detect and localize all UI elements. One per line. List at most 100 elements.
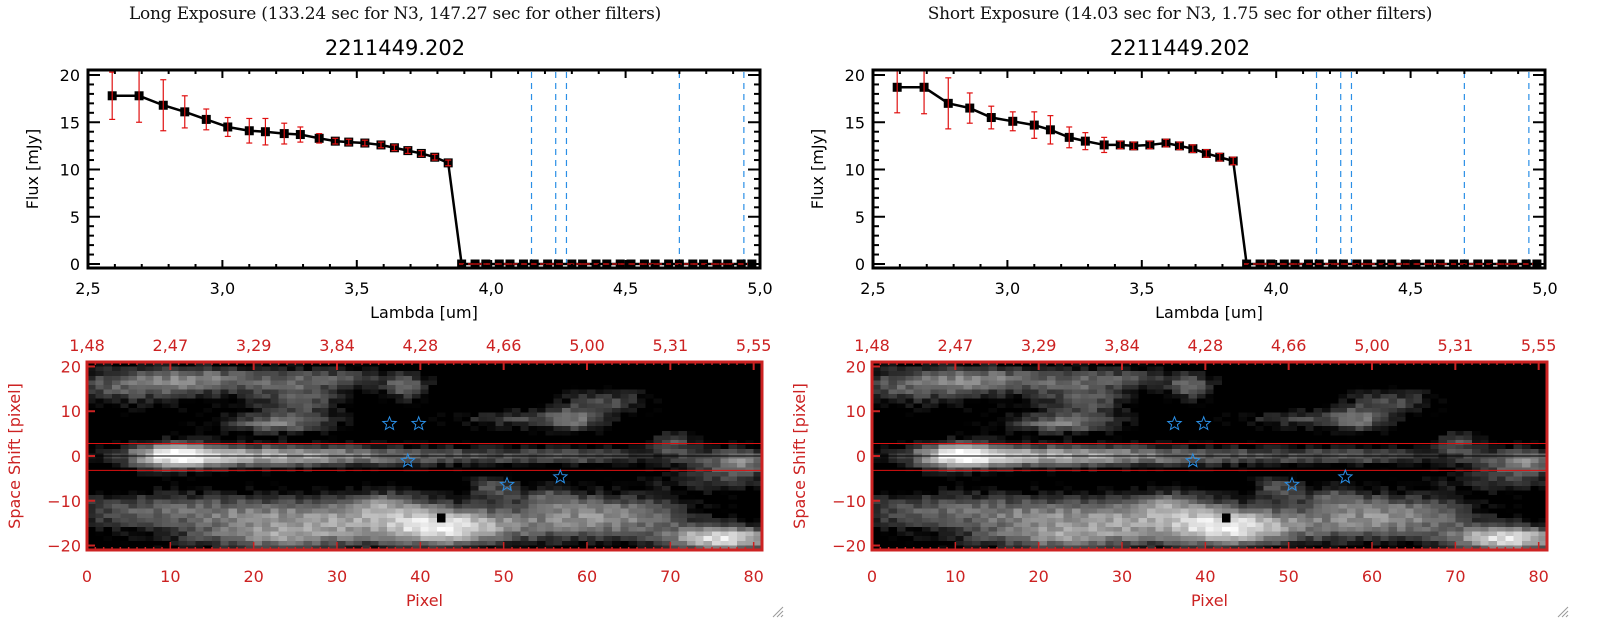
y-tick-label: 10 (60, 161, 80, 180)
spectral-image-axes-short: 1,48 2,47 3,29 3,84 4,28 4,66 5,00 5,31 5,55 −20 −… (790, 336, 1557, 610)
top-tick-label: 5,55 (1521, 336, 1557, 355)
top-tick-label: 5,00 (569, 336, 605, 355)
y-tick-label: 0 (855, 255, 865, 274)
y-axis-title: Flux [mJy] (808, 129, 827, 210)
object-title: 2211449.202 (1109, 36, 1251, 60)
error-bar (262, 117, 269, 146)
star-marker (1184, 452, 1201, 468)
spectrum-chart-long: 2,5 3,0 3,5 4,0 4,5 5,0 0 5 10 15 20 Lambda [um] Flu… (23, 66, 773, 322)
top-tick-label: 2,47 (938, 336, 974, 355)
panel-long-exposure: Long Exposure (133.24 sec for N3, 147.27… (0, 0, 790, 630)
error-bar (1047, 115, 1054, 145)
star-marker (1337, 468, 1354, 484)
error-bar (1146, 140, 1153, 150)
x-tick-label: 3,5 (344, 279, 369, 298)
x-axis-title: Lambda [um] (370, 303, 478, 322)
y-axis-title: Flux [mJy] (23, 129, 42, 210)
x-axis-title: Lambda [um] (1155, 303, 1263, 322)
x-tick-label: 60 (577, 567, 597, 586)
x-tick-label: 4,5 (1398, 279, 1423, 298)
x-tick-label: 2,5 (860, 279, 885, 298)
error-bar (1189, 144, 1196, 154)
error-bar (281, 122, 288, 145)
error-bar (1162, 138, 1169, 148)
error-bar (1101, 136, 1108, 154)
x-axis-title: Pixel (1191, 591, 1228, 610)
error-bar (988, 105, 995, 130)
x-tick-label: 2,5 (75, 279, 100, 298)
y-tick-label: 20 (846, 357, 866, 376)
error-bar (418, 150, 425, 157)
x-tick-label: 4,0 (1263, 279, 1288, 298)
error-bar (203, 108, 210, 131)
y-tick-label: 15 (60, 113, 80, 132)
star-marker (399, 452, 416, 468)
error-bar (1203, 149, 1210, 158)
exposure-title: Short Exposure (14.03 sec for N3, 1.75 s… (927, 4, 1433, 24)
error-bar (181, 95, 188, 129)
top-tick-label: 2,47 (153, 336, 189, 355)
error-bar (316, 132, 323, 144)
x-tick-label: 10 (160, 567, 180, 586)
resize-grip-icon[interactable] (770, 604, 784, 618)
x-tick-label: 40 (1195, 567, 1215, 586)
y-tick-label: 0 (71, 447, 81, 466)
x-tick-label: 30 (1112, 567, 1132, 586)
error-bar (1082, 132, 1089, 151)
top-tick-label: 4,28 (403, 336, 439, 355)
star-marker (552, 468, 569, 484)
y-tick-label: 0 (70, 255, 80, 274)
error-bar (297, 126, 304, 143)
error-bar (921, 70, 928, 115)
x-tick-label: 80 (1528, 567, 1548, 586)
error-bar (945, 77, 952, 130)
top-tick-label: 3,29 (1021, 336, 1057, 355)
error-bar (246, 117, 253, 144)
error-bar (160, 79, 167, 132)
x-tick-label: 70 (660, 567, 680, 586)
star-marker (1283, 476, 1301, 492)
x-tick-label: 50 (493, 567, 513, 586)
y-tick-label: −20 (47, 537, 81, 556)
error-bar (1216, 152, 1223, 162)
y-tick-label: 10 (61, 402, 81, 421)
top-tick-label: 1,48 (69, 336, 105, 355)
error-bar (361, 139, 368, 147)
x-tick-label: 0 (82, 567, 92, 586)
x-tick-label: 4,0 (478, 279, 503, 298)
x-tick-label: 80 (743, 567, 763, 586)
exposure-title: Long Exposure (133.24 sec for N3, 147.27… (128, 4, 662, 24)
x-tick-label: 5,0 (1532, 279, 1557, 298)
x-tick-label: 3,0 (210, 279, 235, 298)
error-bar (377, 141, 384, 149)
top-tick-label: 4,66 (1271, 336, 1307, 355)
error-bar (136, 70, 143, 123)
error-bar (445, 159, 452, 167)
error-bar (431, 153, 438, 161)
star-marker (1166, 415, 1183, 431)
star-marker (381, 415, 398, 431)
error-bar (1031, 111, 1038, 139)
object-title: 2211449.202 (324, 36, 466, 60)
error-bar (894, 70, 901, 114)
top-tick-label: 1,48 (854, 336, 890, 355)
top-tick-label: 4,28 (1188, 336, 1224, 355)
error-bar (1009, 111, 1016, 132)
spectrum-chart-short: 2,5 3,0 3,5 4,0 4,5 5,0 0 5 10 15 20 Lambda [um] Flu… (808, 66, 1558, 322)
top-tick-label: 3,29 (236, 336, 272, 355)
star-marker (498, 476, 516, 492)
error-bar (404, 147, 411, 155)
x-tick-label: 3,0 (995, 279, 1020, 298)
y-tick-label: 20 (60, 66, 80, 85)
top-tick-label: 3,84 (319, 336, 355, 355)
y-tick-label: −20 (832, 537, 866, 556)
spectral-image-axes-long: 1,48 2,47 3,29 3,84 4,28 4,66 5,00 5,31 5,55 −20 −… (5, 336, 771, 610)
x-tick-label: 50 (1278, 567, 1298, 586)
y-tick-label: 10 (846, 402, 866, 421)
y-tick-label: 20 (845, 66, 865, 85)
y-tick-label: 10 (845, 161, 865, 180)
top-tick-label: 3,84 (1104, 336, 1140, 355)
resize-grip-icon[interactable] (1555, 604, 1569, 618)
error-bar (332, 137, 339, 145)
top-tick-label: 5,31 (1438, 336, 1474, 355)
